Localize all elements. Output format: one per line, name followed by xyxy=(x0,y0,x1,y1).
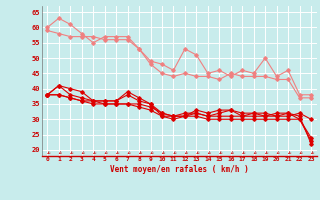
X-axis label: Vent moyen/en rafales ( km/h ): Vent moyen/en rafales ( km/h ) xyxy=(110,165,249,174)
